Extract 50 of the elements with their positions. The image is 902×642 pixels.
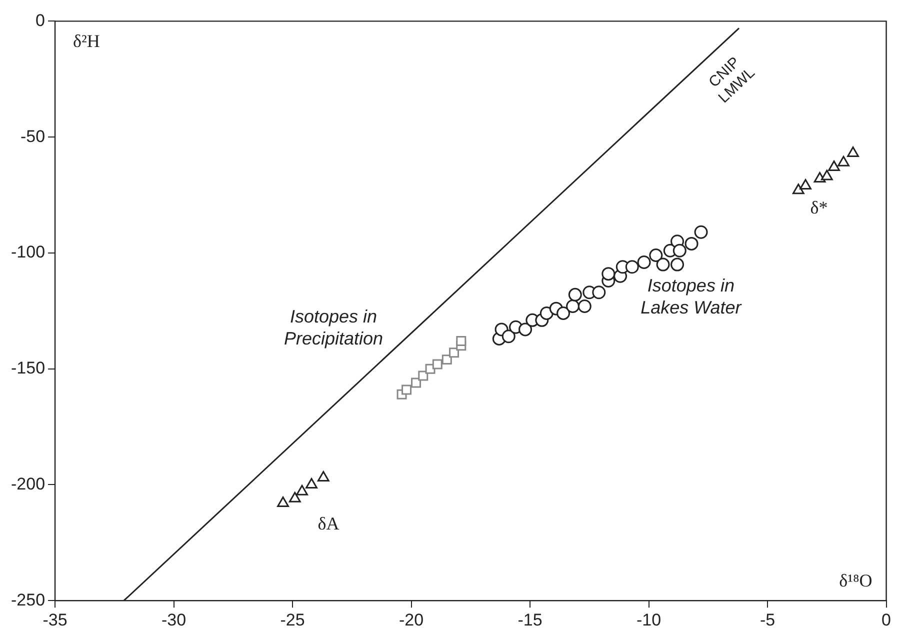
point bbox=[502, 330, 516, 344]
point bbox=[456, 336, 466, 346]
point bbox=[592, 286, 606, 300]
x-tick-label: -15 bbox=[518, 610, 542, 630]
y-tick-label: -100 bbox=[10, 242, 46, 262]
point bbox=[568, 288, 582, 302]
x-axis-title: δ¹⁸O bbox=[839, 570, 872, 590]
point bbox=[540, 306, 554, 320]
annotation: Isotopes in Lakes Water bbox=[640, 276, 742, 318]
point bbox=[670, 258, 684, 272]
point bbox=[518, 322, 532, 336]
y-tick-label: 0 bbox=[36, 10, 46, 30]
x-tick-label: -30 bbox=[161, 610, 186, 630]
point bbox=[820, 170, 833, 180]
point bbox=[432, 359, 442, 370]
point bbox=[402, 384, 412, 395]
y-tick-label: -250 bbox=[10, 590, 46, 610]
point bbox=[566, 300, 580, 314]
point bbox=[418, 370, 428, 381]
point bbox=[828, 160, 840, 171]
point bbox=[694, 225, 708, 239]
point bbox=[792, 184, 804, 194]
x-tick-label: -10 bbox=[636, 610, 662, 630]
annotation: δ* bbox=[810, 198, 828, 218]
point bbox=[672, 244, 686, 258]
point bbox=[847, 146, 859, 158]
point bbox=[556, 306, 570, 320]
point bbox=[684, 236, 698, 250]
annotation: δA bbox=[318, 513, 340, 534]
point bbox=[637, 255, 651, 269]
point bbox=[656, 258, 670, 272]
y-axis-title: δ²H bbox=[73, 30, 100, 51]
x-tick-label: -35 bbox=[42, 610, 68, 630]
point bbox=[800, 179, 812, 190]
point bbox=[625, 260, 639, 274]
x-tick-label: -25 bbox=[280, 610, 305, 630]
x-tick-label: -20 bbox=[398, 610, 424, 630]
y-tick-label: -150 bbox=[10, 358, 46, 378]
point bbox=[602, 267, 616, 281]
annotation: Isotopes in Precipitation bbox=[284, 306, 384, 348]
point bbox=[838, 156, 850, 166]
y-tick-label: -50 bbox=[20, 126, 46, 146]
point bbox=[449, 348, 460, 358]
point bbox=[442, 354, 452, 365]
point bbox=[578, 300, 592, 314]
x-tick-label: -5 bbox=[760, 610, 776, 630]
point bbox=[649, 248, 663, 262]
point bbox=[814, 172, 826, 183]
x-tick-label: 0 bbox=[882, 610, 892, 630]
y-tick-label: -200 bbox=[10, 474, 46, 494]
